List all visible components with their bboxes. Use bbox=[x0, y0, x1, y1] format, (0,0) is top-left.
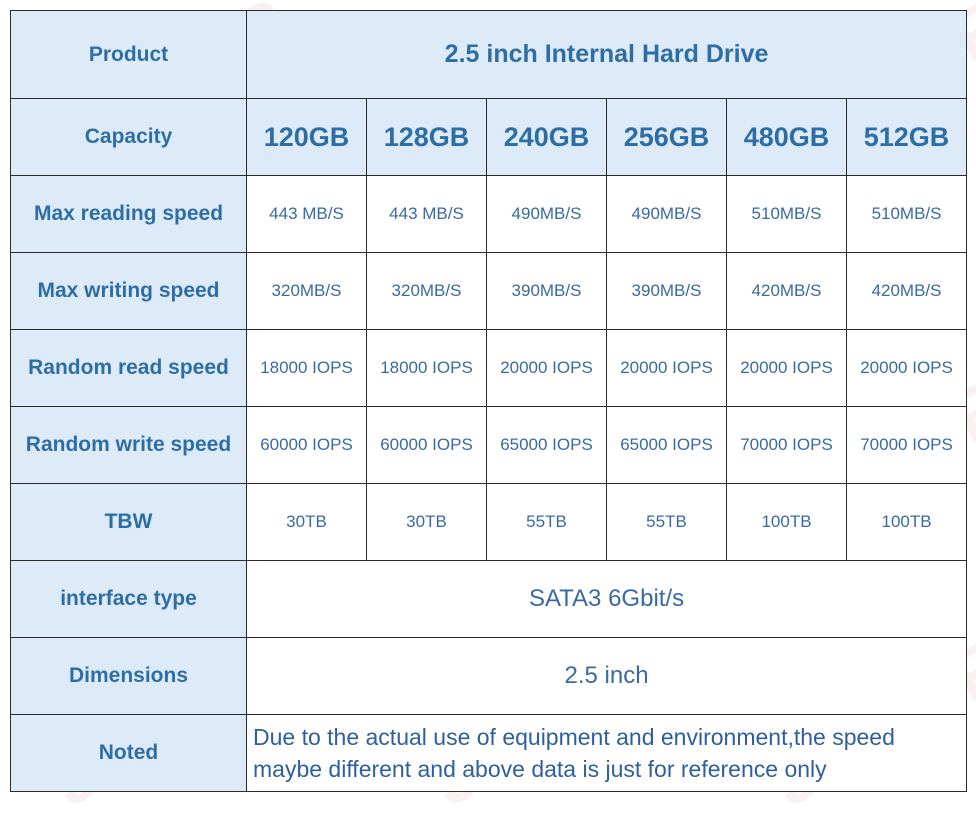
dimensions-value: 2.5 inch bbox=[245, 637, 968, 715]
product-value: 2.5 inch Internal Hard Drive bbox=[245, 10, 968, 99]
noted-line-1: Due to the actual use of equipment and e… bbox=[253, 724, 895, 750]
capacity-cell: 512GB bbox=[845, 98, 968, 176]
table-cell: 100TB bbox=[726, 483, 847, 561]
spec-table: Product 2.5 inch Internal Hard Drive Cap… bbox=[10, 10, 968, 792]
table-cell: 55TB bbox=[606, 483, 727, 561]
product-label: Product bbox=[10, 10, 247, 99]
interface-row: interface type SATA3 6Gbit/s bbox=[10, 560, 968, 638]
table-cell: 70000 IOPS bbox=[845, 406, 968, 484]
table-cell: 490MB/S bbox=[606, 175, 727, 253]
interface-value: SATA3 6Gbit/s bbox=[245, 560, 968, 638]
table-cell: 390MB/S bbox=[606, 252, 727, 330]
noted-row: Noted Due to the actual use of equipment… bbox=[10, 714, 968, 792]
table-cell: 20000 IOPS bbox=[606, 329, 727, 407]
table-cell: 30TB bbox=[246, 483, 367, 561]
capacity-row: Capacity 120GB 128GB 240GB 256GB 480GB 5… bbox=[10, 98, 968, 176]
noted-line-2: maybe different and above data is just f… bbox=[253, 756, 827, 782]
table-cell: 443 MB/S bbox=[246, 175, 367, 253]
table-cell: 420MB/S bbox=[845, 252, 968, 330]
table-cell: 65000 IOPS bbox=[486, 406, 607, 484]
capacity-cell: 240GB bbox=[486, 98, 607, 176]
table-row: Max reading speed 443 MB/S 443 MB/S 490M… bbox=[10, 175, 968, 253]
table-cell: 18000 IOPS bbox=[366, 329, 487, 407]
table-cell: 510MB/S bbox=[726, 175, 847, 253]
table-row: Random read speed 18000 IOPS 18000 IOPS … bbox=[10, 329, 968, 407]
capacity-cell: 256GB bbox=[606, 98, 727, 176]
table-cell: 100TB bbox=[845, 483, 968, 561]
dimensions-row: Dimensions 2.5 inch bbox=[10, 637, 968, 715]
capacity-cell: 120GB bbox=[246, 98, 367, 176]
table-cell: 320MB/S bbox=[366, 252, 487, 330]
table-row: Random write speed 60000 IOPS 60000 IOPS… bbox=[10, 406, 968, 484]
row-label: TBW bbox=[10, 483, 247, 561]
table-cell: 443 MB/S bbox=[366, 175, 487, 253]
table-cell: 30TB bbox=[366, 483, 487, 561]
table-cell: 60000 IOPS bbox=[246, 406, 367, 484]
table-row: TBW 30TB 30TB 55TB 55TB 100TB 100TB bbox=[10, 483, 968, 561]
interface-label: interface type bbox=[10, 560, 247, 638]
row-label: Max reading speed bbox=[10, 175, 247, 253]
table-cell: 320MB/S bbox=[246, 252, 367, 330]
table-cell: 18000 IOPS bbox=[246, 329, 367, 407]
table-cell: 70000 IOPS bbox=[726, 406, 847, 484]
table-cell: 55TB bbox=[486, 483, 607, 561]
table-cell: 20000 IOPS bbox=[845, 329, 968, 407]
table-cell: 65000 IOPS bbox=[606, 406, 727, 484]
row-label: Max writing speed bbox=[10, 252, 247, 330]
capacity-cell: 480GB bbox=[726, 98, 847, 176]
table-cell: 20000 IOPS bbox=[486, 329, 607, 407]
capacity-cell: 128GB bbox=[366, 98, 487, 176]
dimensions-label: Dimensions bbox=[10, 637, 247, 715]
table-cell: 20000 IOPS bbox=[726, 329, 847, 407]
table-cell: 390MB/S bbox=[486, 252, 607, 330]
capacity-label: Capacity bbox=[10, 98, 247, 176]
noted-text: Due to the actual use of equipment and e… bbox=[245, 714, 968, 792]
row-label: Random write speed bbox=[10, 406, 247, 484]
table-cell: 490MB/S bbox=[486, 175, 607, 253]
table-row: Max writing speed 320MB/S 320MB/S 390MB/… bbox=[10, 252, 968, 330]
noted-label: Noted bbox=[10, 714, 247, 792]
product-row: Product 2.5 inch Internal Hard Drive bbox=[10, 10, 968, 99]
table-cell: 420MB/S bbox=[726, 252, 847, 330]
row-label: Random read speed bbox=[10, 329, 247, 407]
table-cell: 60000 IOPS bbox=[366, 406, 487, 484]
table-cell: 510MB/S bbox=[845, 175, 968, 253]
